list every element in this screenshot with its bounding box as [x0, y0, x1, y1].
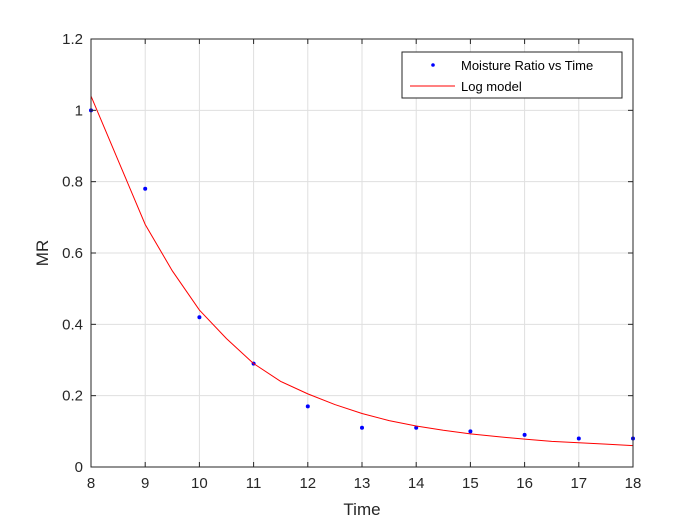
data-point [414, 425, 419, 430]
series-line-log-model [90, 95, 634, 447]
legend-label-moisture-ratio: Moisture Ratio vs Time [461, 58, 593, 73]
y-tick-label: 0.4 [62, 316, 83, 333]
x-tick-label: 10 [191, 475, 208, 492]
y-tick-label: 0 [75, 459, 83, 476]
x-tick-label: 18 [625, 475, 642, 492]
y-tick-label: 1.2 [62, 31, 83, 48]
y-tick-label: 1 [75, 102, 83, 119]
legend: Moisture Ratio vs Time Log model [401, 51, 623, 99]
x-tick-label: 15 [462, 475, 479, 492]
x-tick-label: 12 [299, 475, 316, 492]
y-tick-label: 0.6 [62, 245, 83, 262]
legend-box [401, 51, 623, 99]
x-tick-label: 14 [408, 475, 425, 492]
data-point [143, 186, 148, 191]
data-point [576, 436, 581, 441]
x-tick-label: 13 [354, 475, 371, 492]
legend-label-log-model: Log model [461, 79, 522, 94]
x-tick-label: 9 [141, 475, 149, 492]
x-tick-label: 17 [570, 475, 587, 492]
data-point [197, 315, 202, 320]
x-axis-label: Time [343, 500, 380, 519]
x-tick-label: 11 [246, 475, 262, 492]
data-point [360, 425, 364, 430]
data-point [468, 429, 473, 434]
ticks: 8 9 10 11 12 13 14 15 16 17 18 0 0.2 0.4 0.6 0.8 1 1.2 [62, 31, 641, 492]
legend-marker-moisture-ratio [431, 63, 435, 67]
y-tick-label: 0.2 [62, 388, 83, 405]
data-point [305, 404, 310, 409]
y-tick-label: 0.8 [62, 174, 83, 191]
x-tick-label: 8 [87, 475, 95, 492]
y-axis-label: MR [33, 240, 52, 266]
data-point [522, 432, 527, 437]
x-tick-label: 16 [516, 475, 533, 492]
